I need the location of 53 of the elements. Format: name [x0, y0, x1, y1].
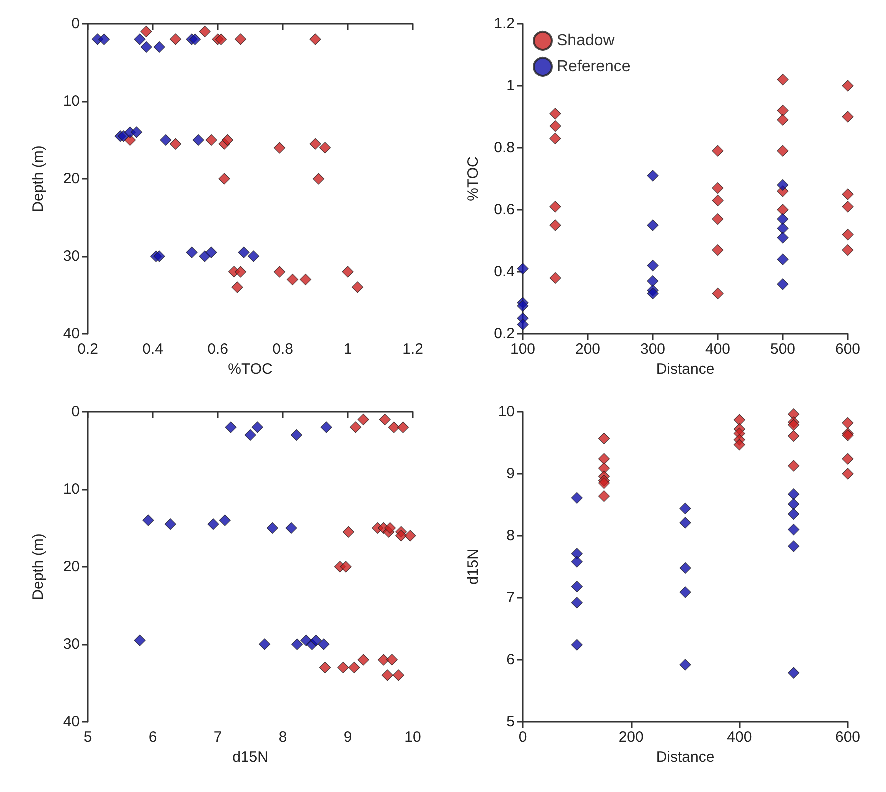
y-tick-label: 8 [506, 528, 515, 544]
y-tick-label: 0.6 [494, 202, 515, 218]
x-tick-label: 0.4 [142, 341, 164, 358]
y-axis-title: d15N [465, 549, 482, 585]
x-tick-label: 6 [148, 729, 158, 746]
x-tick-label: 8 [278, 729, 288, 746]
x-axis-title: d15N [232, 748, 268, 766]
y-axis-title: %TOC [465, 156, 482, 202]
y-tick-label: 10 [63, 481, 80, 498]
x-tick-label: 200 [575, 341, 601, 358]
y-tick-label: 10 [498, 404, 515, 420]
x-tick-label: 200 [618, 729, 644, 746]
x-axis-title: Distance [656, 360, 715, 378]
y-tick-label: 40 [63, 714, 80, 730]
x-tick-label: 7 [214, 729, 222, 746]
y-tick-label: 9 [506, 466, 515, 482]
x-axis-title: Distance [656, 748, 715, 766]
y-tick-label: 30 [63, 636, 80, 653]
y-tick-label: 0 [72, 404, 80, 420]
y-tick-label: 20 [63, 170, 80, 188]
x-tick-label: 10 [404, 729, 422, 746]
y-tick-label: 1 [506, 78, 515, 94]
x-tick-label: 1.2 [402, 341, 424, 358]
y-tick-label: 6 [506, 652, 515, 668]
y-tick-label: 7 [506, 590, 515, 606]
x-tick-label: 1 [344, 341, 352, 358]
x-tick-label: 400 [727, 729, 752, 746]
x-tick-label: 5 [84, 729, 92, 746]
y-axis-title: Depth (m) [30, 146, 47, 212]
y-tick-label: 1.2 [494, 16, 515, 32]
x-tick-label: 9 [344, 729, 352, 746]
y-axis-title: Depth (m) [30, 534, 47, 600]
x-axis-title: %TOC [228, 360, 274, 378]
y-tick-label: 10 [63, 93, 80, 110]
x-tick-label: 500 [770, 341, 796, 358]
y-tick-label: 5 [506, 714, 515, 730]
y-tick-label: 20 [63, 558, 80, 576]
y-tick-label: 0.8 [494, 140, 515, 156]
y-tick-label: 0.4 [494, 264, 515, 280]
y-tick-label: 0.2 [494, 326, 515, 342]
x-tick-label: 100 [510, 341, 536, 358]
x-tick-label: 0.6 [208, 341, 228, 358]
x-tick-label: 400 [705, 341, 731, 358]
y-tick-label: 40 [63, 326, 80, 342]
x-tick-label: 600 [835, 729, 861, 746]
x-tick-label: 0.8 [272, 341, 294, 358]
legend-label: Shadow [557, 32, 616, 50]
x-tick-label: 300 [640, 341, 666, 358]
y-tick-label: 0 [72, 16, 80, 32]
y-tick-label: 30 [63, 248, 80, 265]
x-tick-label: 0 [518, 729, 528, 746]
x-tick-label: 600 [835, 341, 861, 358]
legend-label: Reference [557, 58, 631, 76]
